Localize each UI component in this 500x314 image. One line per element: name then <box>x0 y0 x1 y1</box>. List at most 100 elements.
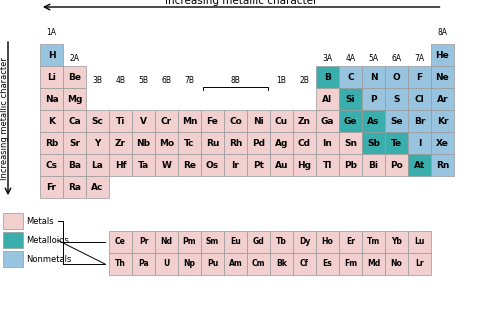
Text: Eu: Eu <box>230 237 241 246</box>
Bar <box>362 110 385 132</box>
Bar <box>408 66 431 88</box>
Text: Ga: Ga <box>321 116 334 126</box>
Text: Dy: Dy <box>299 237 310 246</box>
Bar <box>293 132 316 154</box>
Text: V: V <box>140 116 147 126</box>
Bar <box>40 88 63 110</box>
Text: 1A: 1A <box>46 28 56 37</box>
Text: Cu: Cu <box>275 116 288 126</box>
Text: Rb: Rb <box>45 138 58 148</box>
Text: Sc: Sc <box>92 116 104 126</box>
Bar <box>201 253 224 275</box>
Text: Nd: Nd <box>160 237 172 246</box>
Bar <box>316 253 339 275</box>
Bar <box>339 66 362 88</box>
Bar <box>3 252 23 268</box>
Text: Cf: Cf <box>300 259 309 268</box>
Text: Xe: Xe <box>436 138 449 148</box>
Text: Cd: Cd <box>298 138 311 148</box>
Bar <box>178 231 201 253</box>
Bar <box>385 88 408 110</box>
Bar <box>362 154 385 176</box>
Text: Gd: Gd <box>252 237 264 246</box>
Text: N: N <box>370 73 378 82</box>
Text: Al: Al <box>322 95 332 104</box>
Text: 3B: 3B <box>92 76 102 85</box>
Text: Ir: Ir <box>232 160 239 170</box>
Text: Metals: Metals <box>26 217 54 226</box>
Bar <box>109 132 132 154</box>
Bar <box>362 231 385 253</box>
Bar <box>408 88 431 110</box>
Text: Mo: Mo <box>159 138 174 148</box>
Text: Ru: Ru <box>206 138 219 148</box>
Text: 5A: 5A <box>368 54 378 63</box>
Text: U: U <box>164 259 170 268</box>
Bar <box>40 110 63 132</box>
Text: Tc: Tc <box>184 138 194 148</box>
Bar <box>40 66 63 88</box>
Text: Md: Md <box>367 259 380 268</box>
Text: I: I <box>418 138 421 148</box>
Bar <box>247 110 270 132</box>
Text: Ce: Ce <box>115 237 126 246</box>
Text: Ar: Ar <box>437 95 448 104</box>
Text: He: He <box>436 51 450 59</box>
Text: P: P <box>370 95 377 104</box>
Text: Cs: Cs <box>46 160 58 170</box>
Bar <box>408 154 431 176</box>
Text: 2B: 2B <box>300 76 310 85</box>
Bar <box>293 253 316 275</box>
Bar <box>408 231 431 253</box>
Text: Pb: Pb <box>344 160 357 170</box>
Text: H: H <box>48 51 56 59</box>
Text: Th: Th <box>115 259 126 268</box>
Bar <box>431 88 454 110</box>
Bar <box>293 231 316 253</box>
Text: Os: Os <box>206 160 219 170</box>
Text: Si: Si <box>346 95 356 104</box>
Text: Po: Po <box>390 160 403 170</box>
Bar <box>224 154 247 176</box>
Bar <box>293 110 316 132</box>
Text: Sm: Sm <box>206 237 219 246</box>
Text: Na: Na <box>44 95 59 104</box>
Text: Bk: Bk <box>276 259 287 268</box>
Text: Re: Re <box>183 160 196 170</box>
Text: Ho: Ho <box>322 237 334 246</box>
Bar <box>339 231 362 253</box>
Text: Tb: Tb <box>276 237 287 246</box>
Text: 6B: 6B <box>162 76 172 85</box>
Bar <box>362 66 385 88</box>
Text: Hg: Hg <box>298 160 312 170</box>
Text: Te: Te <box>391 138 402 148</box>
Bar <box>178 110 201 132</box>
Bar <box>316 154 339 176</box>
Bar <box>247 231 270 253</box>
Bar <box>109 110 132 132</box>
Text: Fe: Fe <box>206 116 218 126</box>
Text: Fr: Fr <box>46 182 56 192</box>
Text: K: K <box>48 116 55 126</box>
Bar <box>339 253 362 275</box>
Bar <box>224 132 247 154</box>
Text: Increasing metallic character: Increasing metallic character <box>165 0 318 6</box>
Text: Cl: Cl <box>414 95 424 104</box>
Bar <box>339 132 362 154</box>
Text: Lu: Lu <box>414 237 424 246</box>
Bar <box>155 132 178 154</box>
Text: Rh: Rh <box>229 138 242 148</box>
Text: In: In <box>322 138 332 148</box>
Bar <box>431 44 454 66</box>
Bar <box>385 253 408 275</box>
Bar <box>224 110 247 132</box>
Bar <box>316 66 339 88</box>
Bar <box>431 154 454 176</box>
Bar <box>316 110 339 132</box>
Text: Mn: Mn <box>182 116 197 126</box>
Text: Pt: Pt <box>253 160 264 170</box>
Bar <box>155 253 178 275</box>
Text: 8A: 8A <box>438 28 448 37</box>
Text: Pd: Pd <box>252 138 265 148</box>
Text: Np: Np <box>184 259 196 268</box>
